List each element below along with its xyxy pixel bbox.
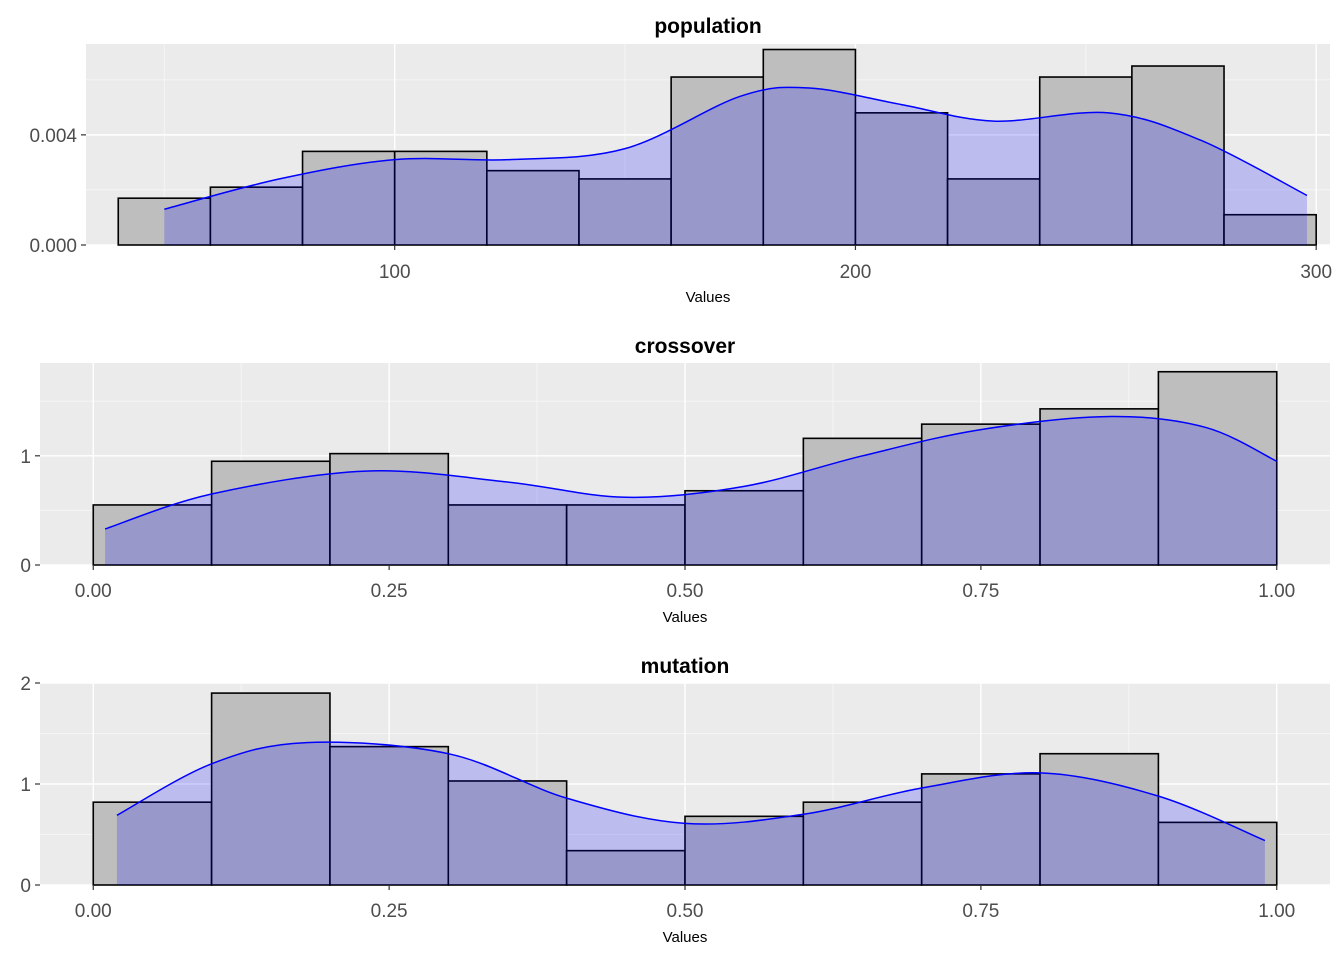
axes: 0.00 0.25 0.50 0.75 1.00 0 1 — [20, 447, 1295, 602]
x-tick-label: 0.75 — [962, 901, 999, 922]
chart-panel-population: 100 200 300 0.000 0.004 population Values — [29, 15, 1332, 306]
histogram-bars — [117, 48, 1317, 246]
chart-title: mutation — [641, 655, 730, 678]
x-tick-label: 100 — [379, 262, 411, 283]
y-tick-label: 2 — [20, 674, 31, 695]
histogram-bar — [301, 150, 396, 246]
density-line — [116, 741, 1266, 842]
x-axis-label: Values — [663, 929, 708, 946]
axes: 100 200 300 0.000 0.004 — [29, 126, 1332, 283]
axes: 0.00 0.25 0.50 0.75 1.00 0 1 2 — [20, 674, 1295, 922]
density-area — [105, 416, 1277, 565]
x-tick-label: 0.50 — [667, 901, 704, 922]
histogram-bar — [447, 780, 568, 886]
histogram-bar — [393, 150, 488, 246]
histogram-bar — [1039, 752, 1160, 886]
x-tick-label: 0.00 — [75, 901, 112, 922]
y-tick-label: 0 — [20, 556, 31, 577]
histogram-bar — [1039, 408, 1160, 566]
density-area — [164, 87, 1307, 245]
histogram-bar — [1157, 821, 1278, 886]
histogram-bar — [210, 460, 331, 566]
y-tick-label: 0.000 — [29, 236, 77, 257]
x-tick-label: 1.00 — [1258, 901, 1295, 922]
y-tick-label: 1 — [20, 447, 31, 468]
density-line — [104, 415, 1278, 530]
histogram-bar — [946, 178, 1041, 246]
histogram-bar — [684, 815, 805, 886]
histogram-bar — [210, 692, 331, 886]
histogram-bar — [802, 437, 923, 566]
x-axis-label: Values — [663, 609, 708, 626]
chart-panel-crossover: 0.00 0.25 0.50 0.75 1.00 0 1 crossover Values — [20, 335, 1330, 626]
chart-title: population — [654, 15, 761, 38]
x-tick-label: 0.75 — [962, 581, 999, 602]
y-tick-label: 0 — [20, 876, 31, 897]
density-line — [164, 86, 1308, 210]
x-tick-label: 200 — [840, 262, 872, 283]
histogram-bar — [447, 504, 568, 566]
histogram-bar — [329, 745, 450, 886]
histogram-bar — [802, 801, 923, 886]
histogram-bar — [1038, 76, 1133, 246]
x-tick-label: 0.00 — [75, 581, 112, 602]
y-tick-label: 1 — [20, 775, 31, 796]
histogram-bar — [1157, 370, 1278, 566]
x-tick-label: 0.50 — [667, 581, 704, 602]
histogram-bar — [684, 489, 805, 566]
histogram-bar — [1131, 65, 1225, 246]
x-tick-label: 300 — [1300, 262, 1332, 283]
x-tick-label: 1.00 — [1258, 581, 1295, 602]
histogram-bar — [565, 849, 686, 886]
histogram-bar — [209, 186, 304, 246]
histogram-bar — [565, 504, 686, 566]
y-tick-label: 0.004 — [29, 126, 77, 147]
histogram-bars — [92, 370, 1278, 566]
histogram-bar — [92, 801, 213, 886]
x-axis-label: Values — [686, 289, 731, 306]
histogram-bar — [578, 178, 672, 246]
histogram-bar — [920, 423, 1041, 566]
histogram-bar — [1223, 213, 1317, 246]
histogram-bar — [486, 169, 580, 246]
x-tick-label: 0.25 — [371, 581, 408, 602]
chart-panel-mutation: 0.00 0.25 0.50 0.75 1.00 0 1 2 mutation Values — [20, 655, 1330, 946]
chart-title: crossover — [635, 335, 735, 358]
histogram-bars — [92, 692, 1278, 886]
histogram-bar — [670, 76, 765, 246]
x-tick-label: 0.25 — [371, 901, 408, 922]
histogram-bar — [854, 112, 949, 246]
